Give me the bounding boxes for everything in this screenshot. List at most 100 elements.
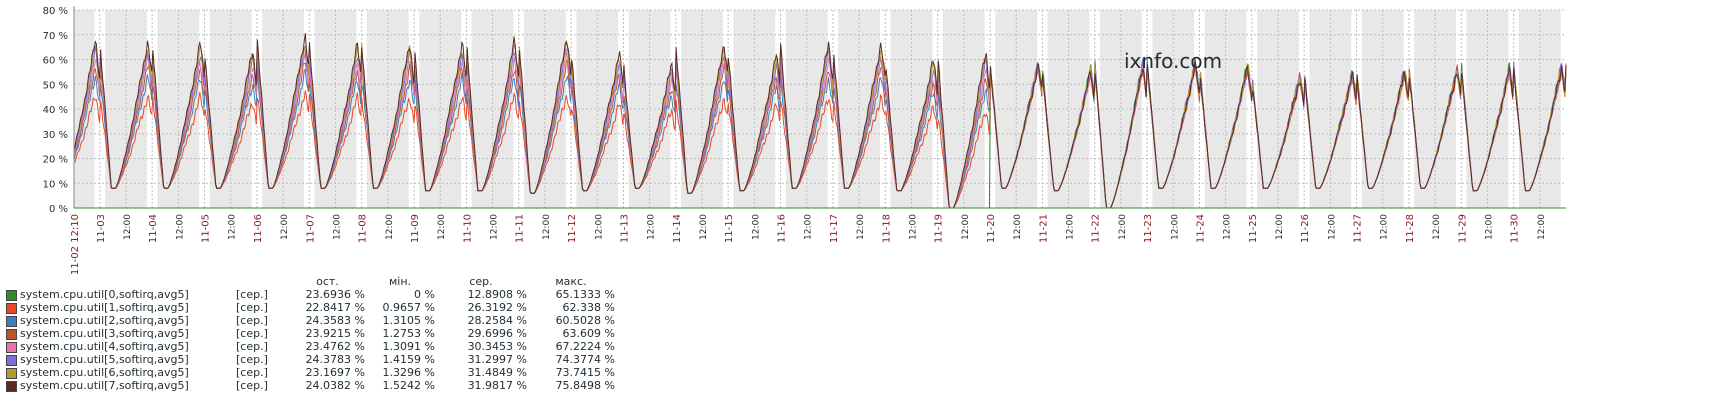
x-tick-hour-label: 12:00 [699, 214, 709, 240]
legend-function: [сер.] [236, 353, 268, 366]
legend-avg-value: 31.2997 % [467, 353, 527, 366]
legend-series-name: system.cpu.util[2,softirq,avg5] [20, 314, 189, 327]
legend-row: system.cpu.util[1,softirq,avg5] [сер.] 22.… [0, 301, 640, 315]
x-tick-date-label: 11-08 [358, 214, 369, 243]
legend-series-name: system.cpu.util[4,softirq,avg5] [20, 340, 189, 353]
y-tick-label: 80 % [43, 6, 68, 17]
legend-swatch [6, 303, 17, 314]
legend-series-name: system.cpu.util[3,softirq,avg5] [20, 327, 189, 340]
watermark: ixnfo.com [1124, 49, 1222, 73]
legend-last-value: 23.6936 % [305, 288, 365, 301]
x-tick-hour-label: 12:00 [490, 214, 500, 240]
legend-max-value: 74.3774 % [555, 353, 615, 366]
y-tick-label: 60 % [43, 56, 68, 67]
legend-max-value: 65.1333 % [555, 288, 615, 301]
legend-last-value: 23.9215 % [305, 327, 365, 340]
legend-swatch [6, 316, 17, 327]
x-tick-hour-label: 12:00 [1066, 214, 1076, 240]
x-tick-hour-label: 12:00 [1118, 214, 1128, 240]
legend-avg-value: 12.8908 % [467, 288, 527, 301]
legend-function: [сер.] [236, 340, 268, 353]
legend-swatch [6, 342, 17, 353]
legend-function: [сер.] [236, 288, 268, 301]
legend-row: system.cpu.util[2,softirq,avg5] [сер.] 24.… [0, 314, 640, 328]
x-tick-start-label: 11-02 12:10 [70, 214, 81, 275]
x-tick-date-label: 11-14 [672, 214, 683, 243]
legend-min-value: 1.2753 % [382, 327, 435, 340]
legend-min-value: 1.3296 % [382, 366, 435, 379]
x-tick-hour-label: 12:00 [228, 214, 238, 240]
legend-row: system.cpu.util[5,softirq,avg5] [сер.] 24.… [0, 353, 640, 367]
legend-series-name: system.cpu.util[6,softirq,avg5] [20, 366, 189, 379]
x-tick-date-label: 11-17 [829, 214, 840, 243]
x-tick-hour-label: 12:00 [542, 214, 552, 240]
y-tick-label: 50 % [43, 80, 68, 91]
x-tick-date-label: 11-06 [253, 214, 264, 243]
x-tick-hour-label: 12:00 [1380, 214, 1390, 240]
legend-last-value: 22.8417 % [305, 301, 365, 314]
x-tick-hour-label: 12:00 [1223, 214, 1233, 240]
legend-max-value: 67.2224 % [555, 340, 615, 353]
legend-function: [сер.] [236, 327, 268, 340]
legend-swatch [6, 368, 17, 379]
axes [73, 6, 1566, 209]
cpu-chart: 0 % 10 % 20 % 30 % 40 % 50 % 60 % 70 % 80 % 11-0… [43, 6, 1567, 275]
legend-row: system.cpu.util[0,softirq,avg5] [сер.] 23.… [0, 288, 640, 302]
x-tick-date-label: 11-29 [1457, 214, 1468, 243]
legend-min-value: 1.5242 % [382, 379, 435, 392]
x-tick-hour-label: 12:00 [961, 214, 971, 240]
legend-max-value: 63.609 % [562, 327, 615, 340]
x-tick-date-label: 11-19 [934, 214, 945, 243]
x-tick-date-label: 11-26 [1300, 214, 1311, 243]
x-tick-date-label: 11-05 [201, 214, 212, 243]
legend-series-name: system.cpu.util[1,softirq,avg5] [20, 301, 189, 314]
x-tick-hour-label: 12:00 [123, 214, 133, 240]
legend-avg-value: 30.3453 % [467, 340, 527, 353]
x-tick-hour-label: 12:00 [332, 214, 342, 240]
x-tick-hour-label: 12:00 [385, 214, 395, 240]
x-tick-date-label: 11-24 [1195, 214, 1206, 243]
legend-min-value: 1.3105 % [382, 314, 435, 327]
legend-swatch [6, 290, 17, 301]
y-tick-label: 10 % [43, 179, 68, 190]
legend-header: ост. мін. сер. макс. [0, 275, 640, 289]
legend-row: system.cpu.util[6,softirq,avg5] [сер.] 23.… [0, 366, 640, 380]
legend-min-value: 1.4159 % [382, 353, 435, 366]
y-tick-label: 40 % [43, 105, 68, 116]
legend-header-last: ост. [316, 275, 339, 288]
x-tick-date-label: 11-28 [1405, 214, 1416, 243]
x-tick-hour-label: 12:00 [1432, 214, 1442, 240]
y-tick-label: 70 % [43, 31, 68, 42]
legend-max-value: 62.338 % [562, 301, 615, 314]
x-tick-hour-label: 12:00 [856, 214, 866, 240]
legend-last-value: 24.0382 % [305, 379, 365, 392]
x-tick-date-label: 11-03 [96, 214, 107, 243]
x-tick-date-label: 11-20 [986, 214, 997, 243]
x-tick-hour-label: 12:00 [1327, 214, 1337, 240]
legend-min-value: 1.3091 % [382, 340, 435, 353]
x-tick-date-label: 11-23 [1143, 214, 1154, 243]
x-tick-hour-label: 12:00 [1013, 214, 1023, 240]
legend-swatch [6, 329, 17, 340]
y-tick-label: 0 % [49, 204, 68, 215]
x-tick-hour-label: 12:00 [1484, 214, 1494, 240]
x-tick-date-label: 11-27 [1353, 214, 1364, 243]
x-tick-hour-label: 12:00 [1537, 214, 1547, 240]
legend-last-value: 23.1697 % [305, 366, 365, 379]
x-tick-date-label: 11-18 [881, 214, 892, 243]
legend-min-value: 0.9657 % [382, 301, 435, 314]
legend-function: [сер.] [236, 314, 268, 327]
x-tick-date-label: 11-30 [1510, 214, 1521, 243]
x-tick-date-label: 11-07 [305, 214, 316, 243]
x-tick-date-label: 11-16 [777, 214, 788, 243]
y-axis-ticks: 0 % 10 % 20 % 30 % 40 % 50 % 60 % 70 % 80 % [43, 6, 68, 215]
x-tick-date-label: 11-12 [567, 214, 578, 243]
legend-avg-value: 31.9817 % [467, 379, 527, 392]
legend-series-name: system.cpu.util[7,softirq,avg5] [20, 379, 189, 392]
x-tick-hour-label: 12:00 [437, 214, 447, 240]
y-tick-label: 20 % [43, 155, 68, 166]
x-tick-date-label: 11-25 [1248, 214, 1259, 243]
legend-max-value: 60.5028 % [555, 314, 615, 327]
legend-last-value: 23.4762 % [305, 340, 365, 353]
legend-last-value: 24.3583 % [305, 314, 365, 327]
